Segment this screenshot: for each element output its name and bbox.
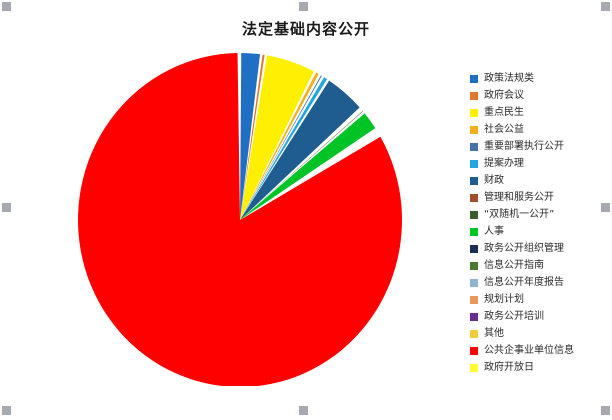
legend-item-label: 政策法规类 — [484, 73, 534, 84]
legend-color-swatch — [470, 363, 478, 372]
legend-item[interactable]: 其他 — [470, 325, 610, 342]
legend-item-label: 规划计划 — [484, 294, 524, 305]
legend-item[interactable]: 信息公开年度报告 — [470, 274, 610, 291]
pie-slice-group[interactable] — [78, 53, 402, 386]
legend-item[interactable]: 政策法规类 — [470, 70, 610, 87]
resize-handle-middle-right[interactable] — [601, 203, 610, 212]
legend-color-swatch — [470, 227, 478, 236]
legend-item[interactable]: 公共企事业单位信息 — [470, 342, 610, 359]
legend-item-label: 信息公开年度报告 — [484, 277, 564, 288]
resize-handle-bottom-center[interactable] — [299, 406, 308, 415]
pie-slice[interactable] — [240, 77, 328, 220]
legend-color-swatch — [470, 91, 478, 100]
pie-chart-plot-area[interactable] — [78, 52, 402, 386]
legend-color-swatch — [470, 159, 478, 168]
pie-slice[interactable] — [240, 80, 360, 220]
pie-slice[interactable] — [240, 55, 314, 220]
legend-item-label: 提案办理 — [484, 158, 524, 169]
chart-legend: 政策法规类政府会议重点民生社会公益重要部署执行公开 提案办理财政管理和服务公开 “双… — [470, 70, 610, 376]
legend-item-label: 人事 — [484, 226, 504, 237]
legend-item-label: 财政 — [484, 175, 504, 186]
legend-item-label: 公共企事业单位信息 — [484, 345, 574, 356]
legend-color-swatch — [470, 295, 478, 304]
legend-color-swatch — [470, 74, 478, 83]
page-title: 法定基础内容公开 — [241, 20, 370, 38]
legend-item-label: 政府开放日 — [484, 362, 534, 373]
legend-item[interactable]: 政府会议 — [470, 87, 610, 104]
legend-item-label: 政府会议 — [484, 90, 524, 101]
legend-item-label: 其他 — [484, 328, 504, 339]
pie-slice[interactable] — [78, 53, 402, 386]
pie-chart-svg[interactable] — [78, 52, 402, 386]
legend-item[interactable]: 重点民生 — [470, 104, 610, 121]
legend-item[interactable]: 重要部署执行公开 — [470, 138, 610, 155]
legend-color-swatch — [470, 312, 478, 321]
pie-slice[interactable] — [240, 110, 364, 220]
legend-color-swatch — [470, 210, 478, 219]
legend-item-label: 政务公开组织管理 — [484, 243, 564, 254]
pie-slice[interactable] — [240, 54, 265, 220]
legend-item[interactable]: 信息公开指南 — [470, 257, 610, 274]
legend-item[interactable]: 政务公开培训 — [470, 308, 610, 325]
legend-item[interactable]: 社会公益 — [470, 121, 610, 138]
legend-item[interactable]: 财政 — [470, 172, 610, 189]
legend-item-label: 重点民生 — [484, 107, 524, 118]
legend-item[interactable]: 规划计划 — [470, 291, 610, 308]
legend-color-swatch — [470, 278, 478, 287]
resize-handle-bottom-left[interactable] — [2, 406, 11, 415]
legend-item-label: 重要部署执行公开 — [484, 141, 564, 152]
legend-item[interactable]: 政府开放日 — [470, 359, 610, 376]
legend-item[interactable]: “双随机一公开” — [470, 206, 610, 223]
legend-color-swatch — [470, 176, 478, 185]
legend-color-swatch — [470, 108, 478, 117]
legend-color-swatch — [470, 193, 478, 202]
legend-item[interactable]: 管理和服务公开 — [470, 189, 610, 206]
resize-handle-top-left[interactable] — [2, 2, 11, 11]
pie-slice[interactable] — [240, 75, 322, 220]
legend-color-swatch — [470, 142, 478, 151]
resize-handle-middle-left[interactable] — [2, 203, 11, 212]
resize-handle-top-right[interactable] — [601, 2, 610, 11]
legend-item[interactable]: 人事 — [470, 223, 610, 240]
pie-slice[interactable] — [240, 113, 376, 220]
legend-color-swatch — [470, 329, 478, 338]
legend-item-label: 政务公开培训 — [484, 311, 544, 322]
legend-item-label: “双随机一公开” — [484, 209, 555, 220]
legend-color-swatch — [470, 244, 478, 253]
resize-handle-top-center[interactable] — [299, 2, 308, 11]
legend-item[interactable]: 政务公开组织管理 — [470, 240, 610, 257]
legend-item-label: 管理和服务公开 — [484, 192, 554, 203]
legend-color-swatch — [470, 125, 478, 134]
legend-item-label: 信息公开指南 — [484, 260, 544, 271]
pie-slice[interactable] — [240, 53, 261, 221]
resize-handle-bottom-right[interactable] — [601, 406, 610, 415]
pie-slice[interactable] — [240, 72, 319, 220]
legend-color-swatch — [470, 261, 478, 270]
legend-item-label: 社会公益 — [484, 124, 524, 135]
legend-color-swatch — [470, 346, 478, 355]
legend-item[interactable]: 提案办理 — [470, 155, 610, 172]
